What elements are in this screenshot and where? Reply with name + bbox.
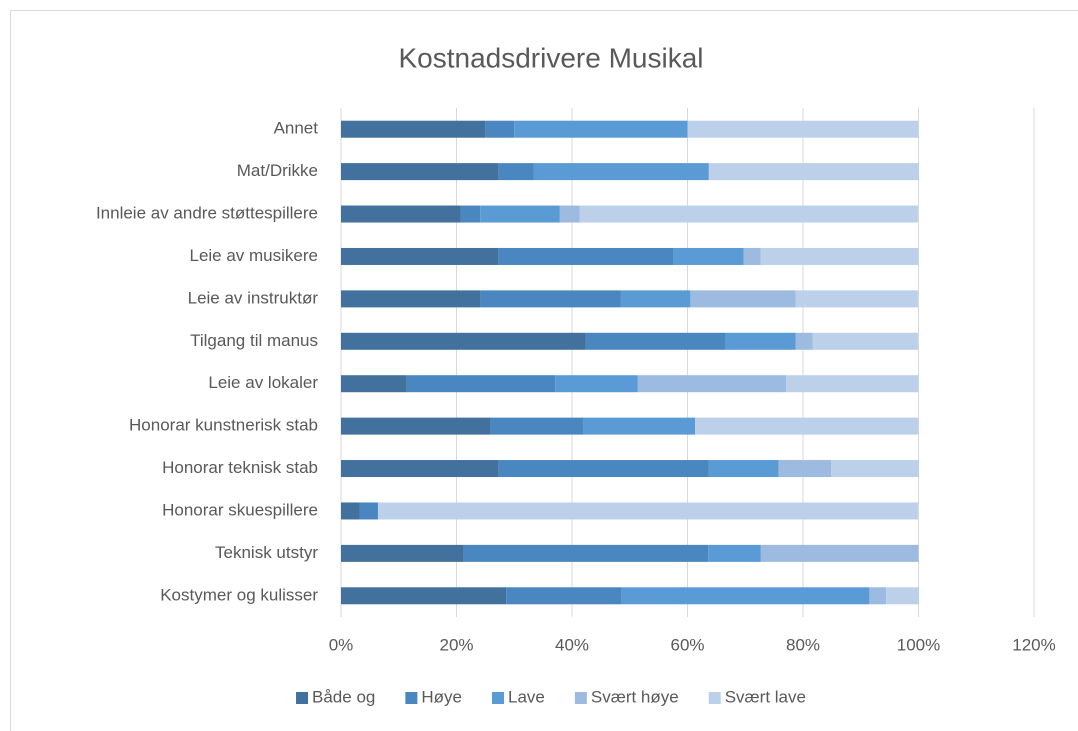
bar-segment <box>406 375 556 393</box>
bar-segment <box>673 247 744 265</box>
y-tick-label: Tilgang til manus <box>190 331 318 350</box>
legend-swatch <box>708 692 721 704</box>
bar-segment <box>514 120 688 138</box>
legend-label: Både og <box>312 687 375 706</box>
bar-segment <box>341 587 507 605</box>
bar-segment <box>786 375 919 393</box>
bar-segment <box>778 460 832 478</box>
y-tick-label: Leie av instruktør <box>188 288 319 307</box>
bar-segment <box>690 290 796 308</box>
bar-segment <box>582 417 696 435</box>
y-tick-label: Honorar skuespillere <box>162 500 318 519</box>
bar-segment <box>341 332 586 350</box>
y-tick-label: Kostymer og kulisser <box>160 585 318 604</box>
legend-swatch <box>491 692 504 704</box>
bar-segment <box>886 587 920 605</box>
bar-segment <box>359 502 378 520</box>
x-tick-label: 20% <box>439 635 473 654</box>
bar-segment <box>377 502 918 520</box>
bar-segment <box>489 417 583 435</box>
bar-segment <box>341 120 486 138</box>
bar-segment <box>869 587 887 605</box>
x-tick-label: 100% <box>897 635 940 654</box>
y-tick-label: Leie av musikere <box>189 246 318 265</box>
x-tick-label: 120% <box>1012 635 1055 654</box>
bar-segment <box>831 460 920 478</box>
bar-segment <box>341 460 499 478</box>
bar-segment <box>687 120 919 138</box>
bar-segment <box>795 332 813 350</box>
legend-label: Svært høye <box>591 687 679 706</box>
bar-segment <box>555 375 638 393</box>
y-tick-label: Mat/Drikke <box>237 161 318 180</box>
legend-swatch <box>574 692 587 704</box>
bar-segment <box>498 460 709 478</box>
bar-segment <box>620 290 691 308</box>
legend-label: Lave <box>508 687 545 706</box>
bar-segment <box>485 120 515 138</box>
y-tick-label: Honorar kunstnerisk stab <box>129 416 318 435</box>
x-tick-label: 40% <box>555 635 589 654</box>
bar-segment <box>708 544 761 562</box>
bar-segment <box>743 247 761 265</box>
bar-segment <box>463 544 709 562</box>
bar-segment <box>637 375 787 393</box>
bar-segment <box>341 205 461 223</box>
legend-label: Høye <box>421 687 462 706</box>
bar-segment <box>341 375 407 393</box>
bar-segment <box>460 205 481 223</box>
bar-segment <box>579 205 918 223</box>
bar-segment <box>341 247 499 265</box>
bar-segment <box>621 587 870 605</box>
bar-segment <box>480 290 621 308</box>
bar-segment <box>708 163 920 181</box>
bar-segment <box>585 332 726 350</box>
x-tick-label: 80% <box>786 635 820 654</box>
bar-segment <box>341 163 499 181</box>
bar-segment <box>498 247 674 265</box>
legend-swatch <box>296 692 309 704</box>
chart-border <box>10 10 1078 731</box>
y-tick-label: Honorar teknisk stab <box>162 458 318 477</box>
y-tick-label: Innleie av andre støttespillere <box>96 204 318 223</box>
bar-segment <box>725 332 796 350</box>
bar-segment <box>795 290 918 308</box>
legend-swatch <box>405 692 418 704</box>
bar-segment <box>341 502 360 520</box>
x-tick-label: 0% <box>329 635 354 654</box>
y-tick-label: Annet <box>274 119 319 138</box>
bar-segment <box>760 247 919 265</box>
bar-segment <box>812 332 918 350</box>
y-tick-label: Teknisk utstyr <box>215 543 318 562</box>
bar-segment <box>695 417 919 435</box>
bar-segment <box>533 163 709 181</box>
bar-segment <box>498 163 534 181</box>
chart-title: Kostnadsdrivere Musikal <box>398 42 703 73</box>
bar-segment <box>341 544 464 562</box>
bar-segment <box>559 205 580 223</box>
bar-segment <box>760 544 919 562</box>
bar-segment <box>708 460 779 478</box>
y-tick-label: Leie av lokaler <box>208 373 318 392</box>
bar-segment <box>480 205 560 223</box>
x-tick-label: 60% <box>670 635 704 654</box>
legend-label: Svært lave <box>725 687 806 706</box>
bar-segment <box>506 587 622 605</box>
bar-segment <box>341 290 481 308</box>
bar-segment <box>341 417 490 435</box>
